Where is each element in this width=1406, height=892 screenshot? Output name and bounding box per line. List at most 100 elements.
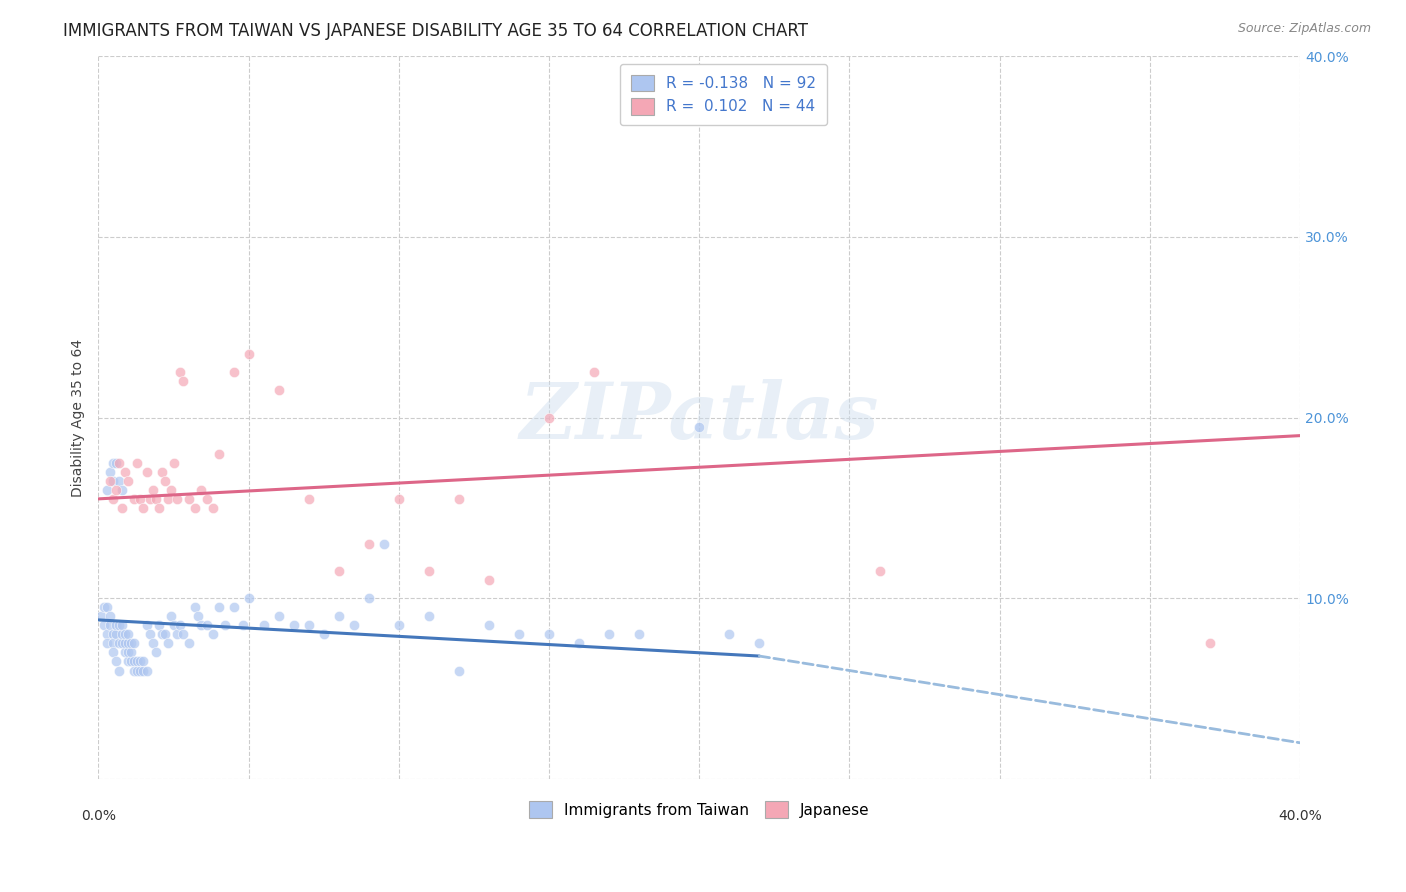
Point xyxy=(253,618,276,632)
Point xyxy=(117,474,139,488)
Point xyxy=(153,474,176,488)
Point xyxy=(105,627,128,641)
Point xyxy=(169,618,191,632)
Point xyxy=(328,609,350,624)
Y-axis label: Disability Age 35 to 64: Disability Age 35 to 64 xyxy=(72,338,86,497)
Point xyxy=(138,491,160,506)
Point xyxy=(172,627,194,641)
Point xyxy=(150,627,173,641)
Point xyxy=(267,384,290,398)
Point xyxy=(132,655,155,669)
Point xyxy=(177,491,200,506)
Point xyxy=(114,636,136,650)
Point xyxy=(169,365,191,379)
Point xyxy=(232,618,254,632)
Point xyxy=(312,627,335,641)
Point xyxy=(201,627,224,641)
Point xyxy=(93,618,115,632)
Point xyxy=(357,591,380,606)
Point xyxy=(478,618,501,632)
Point xyxy=(111,618,134,632)
Point xyxy=(148,500,170,515)
Point xyxy=(124,655,146,669)
Point xyxy=(869,564,891,578)
Point xyxy=(1199,636,1222,650)
Point xyxy=(103,456,125,470)
Point xyxy=(195,491,218,506)
Point xyxy=(238,347,260,361)
Point xyxy=(135,618,157,632)
Point xyxy=(117,627,139,641)
Point xyxy=(111,636,134,650)
Point xyxy=(267,609,290,624)
Legend: Immigrants from Taiwan, Japanese: Immigrants from Taiwan, Japanese xyxy=(522,794,877,825)
Point xyxy=(222,600,245,615)
Point xyxy=(103,474,125,488)
Point xyxy=(343,618,366,632)
Point xyxy=(132,664,155,678)
Text: 0.0%: 0.0% xyxy=(82,809,115,823)
Point xyxy=(187,609,209,624)
Point xyxy=(108,636,131,650)
Point xyxy=(100,609,122,624)
Point xyxy=(628,627,651,641)
Point xyxy=(127,664,149,678)
Point xyxy=(103,627,125,641)
Point xyxy=(129,655,152,669)
Point xyxy=(718,627,741,641)
Point xyxy=(145,491,167,506)
Point xyxy=(111,500,134,515)
Text: ZIPatlas: ZIPatlas xyxy=(520,379,879,456)
Point xyxy=(105,456,128,470)
Point xyxy=(135,664,157,678)
Point xyxy=(108,456,131,470)
Point xyxy=(283,618,305,632)
Point xyxy=(124,664,146,678)
Point xyxy=(132,500,155,515)
Point xyxy=(190,618,212,632)
Point xyxy=(447,491,470,506)
Point xyxy=(156,491,179,506)
Point xyxy=(141,636,163,650)
Point xyxy=(141,483,163,497)
Point xyxy=(598,627,620,641)
Point xyxy=(177,636,200,650)
Point xyxy=(121,655,143,669)
Point xyxy=(117,655,139,669)
Point xyxy=(159,609,181,624)
Point xyxy=(238,591,260,606)
Point xyxy=(214,618,236,632)
Point xyxy=(688,419,710,434)
Point xyxy=(328,564,350,578)
Point xyxy=(100,465,122,479)
Point xyxy=(207,447,229,461)
Point xyxy=(478,573,501,587)
Point xyxy=(172,375,194,389)
Point xyxy=(105,655,128,669)
Point xyxy=(111,483,134,497)
Point xyxy=(153,627,176,641)
Point xyxy=(748,636,770,650)
Point xyxy=(418,564,440,578)
Point xyxy=(103,491,125,506)
Point xyxy=(162,456,184,470)
Point xyxy=(538,410,561,425)
Point xyxy=(105,618,128,632)
Point xyxy=(90,609,112,624)
Point xyxy=(96,636,118,650)
Point xyxy=(388,491,411,506)
Point xyxy=(166,627,188,641)
Point xyxy=(145,645,167,659)
Point xyxy=(114,465,136,479)
Point xyxy=(108,618,131,632)
Point xyxy=(117,645,139,659)
Text: Source: ZipAtlas.com: Source: ZipAtlas.com xyxy=(1237,22,1371,36)
Point xyxy=(103,645,125,659)
Point xyxy=(201,500,224,515)
Point xyxy=(298,491,321,506)
Point xyxy=(373,537,395,551)
Point xyxy=(135,465,157,479)
Point xyxy=(583,365,606,379)
Point xyxy=(195,618,218,632)
Point xyxy=(121,645,143,659)
